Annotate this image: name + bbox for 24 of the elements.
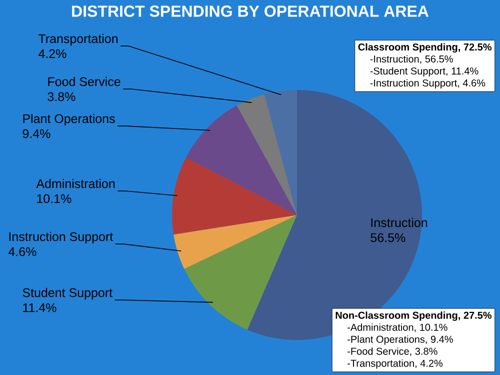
slice-label: Administration: [36, 178, 115, 188]
text: -Student Support, 11.4%: [370, 67, 478, 77]
data-label: 56.5%: [370, 233, 406, 242]
slice-label: Instruction: [371, 218, 428, 228]
data-label: 3.8%: [48, 92, 76, 102]
chart-title: DISTRICT SPENDING BY OPERATIONAL AREA: [72, 6, 429, 17]
text: Classroom Spending, 72.5%: [358, 43, 492, 53]
slice-label: Instruction Support: [9, 232, 114, 244]
data-label: 4.6%: [8, 247, 36, 256]
slice-label: Transportation: [38, 34, 118, 46]
text: -Food Service, 3.8%: [348, 347, 438, 356]
text: Non-Classroom Spending, 27.5%: [336, 311, 492, 321]
slice-label: Plant Operations: [23, 114, 115, 126]
data-label: 10.1%: [37, 194, 72, 204]
text: -Instruction Support, 4.6%: [370, 79, 486, 89]
text: -Transportation, 4.2%: [348, 359, 443, 369]
data-label: 4.2%: [38, 49, 66, 58]
slice-label: Student Support: [22, 288, 112, 300]
slice-label: Food Service: [48, 76, 120, 86]
data-label: 9.4%: [22, 129, 50, 138]
text: -Instruction, 56.5%: [370, 55, 453, 64]
text: -Plant Operations, 9.4%: [348, 335, 453, 345]
data-label: 11.4%: [23, 303, 56, 312]
text: -Administration, 10.1%: [348, 323, 448, 332]
